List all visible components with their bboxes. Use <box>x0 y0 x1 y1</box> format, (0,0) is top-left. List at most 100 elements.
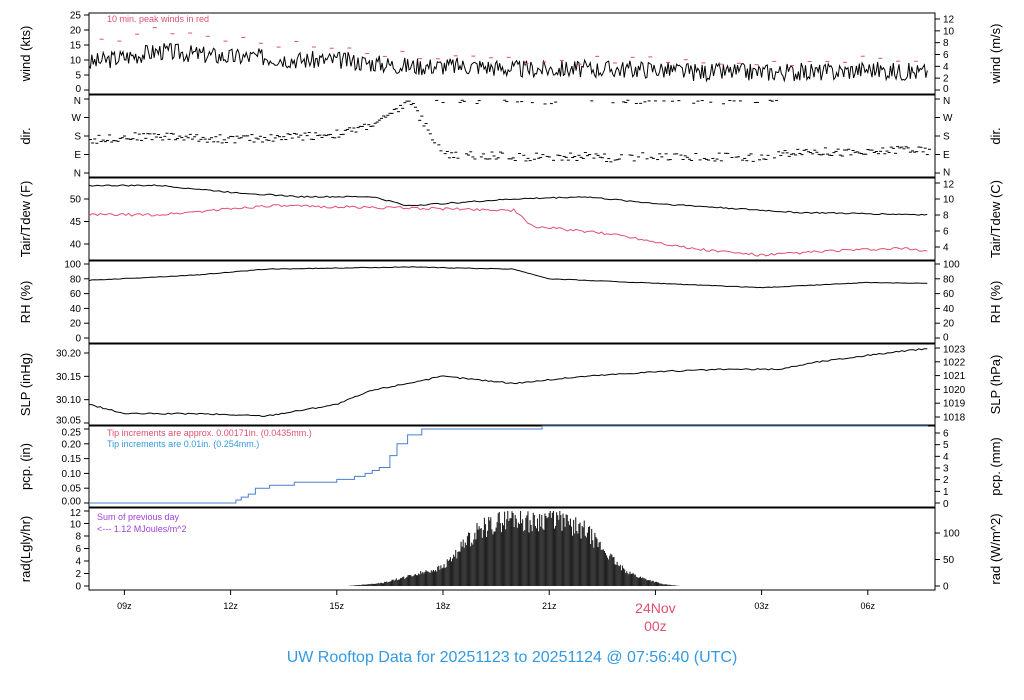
y-tick-label: 0 <box>75 84 81 95</box>
y-tick-label: 80 <box>70 274 82 285</box>
y-tick-label: 30.15 <box>56 372 81 383</box>
panel-frame-rh <box>88 260 936 344</box>
y-tick-label: 50 <box>70 195 82 206</box>
y-tick-label: 100 <box>64 260 81 271</box>
y-tick-label: N <box>74 96 81 107</box>
right-y-tick-label: 100 <box>943 529 960 540</box>
wind-series-line <box>88 43 928 83</box>
x-tick-label: 21z <box>542 601 557 611</box>
x-tick-label: 12z <box>223 601 238 611</box>
y-tick-label: S <box>74 132 81 143</box>
right-y-tick-label: 5 <box>943 440 949 451</box>
y-tick-label: 30.05 <box>56 416 81 427</box>
right-y-tick-label: 8 <box>943 211 949 222</box>
right-y-tick-label: S <box>943 132 950 143</box>
right-y-tick-label: 4 <box>943 243 949 254</box>
y-axis-label-right-slp: SLP (hPa) <box>988 355 1003 415</box>
right-y-tick-label: 6 <box>943 50 949 61</box>
y-tick-label: 5 <box>75 71 81 82</box>
right-y-tick-label: N <box>943 168 950 179</box>
y-axis-label-pcp: pcp. (in) <box>18 443 33 490</box>
y-tick-label: 10 <box>70 56 82 67</box>
y-tick-label: 20 <box>70 319 82 330</box>
right-y-tick-label: W <box>943 113 953 124</box>
y-tick-label: 0.05 <box>62 484 82 495</box>
right-y-tick-label: 4 <box>943 62 949 73</box>
x-tick-label: 09z <box>117 601 132 611</box>
y-tick-label: 30.10 <box>56 395 81 406</box>
y-axis-label-right-rh: RH (%) <box>988 281 1003 324</box>
y-axis-label-rh: RH (%) <box>18 281 33 324</box>
right-y-tick-label: 3 <box>943 463 949 474</box>
right-y-tick-label: 2 <box>943 475 949 486</box>
x-tick-label: 15z <box>330 601 345 611</box>
x-tick-label: 03z <box>754 601 769 611</box>
y-axis-label-wind: wind (kts) <box>18 26 33 83</box>
right-y-tick-label: 80 <box>943 274 955 285</box>
right-y-tick-label: 6 <box>943 428 949 439</box>
y-axis-label-slp: SLP (inHg) <box>18 353 33 416</box>
y-tick-label: 12 <box>70 508 82 519</box>
slp-SLP-line <box>89 348 928 417</box>
y-tick-label: 20 <box>70 26 82 37</box>
y-axis-label-dir: dir. <box>18 127 33 144</box>
y-tick-label: 0.00 <box>62 497 82 508</box>
y-axis-label-right-rad: rad (W/m^2) <box>988 513 1003 584</box>
right-y-tick-label: 100 <box>943 260 960 271</box>
y-tick-label: 6 <box>75 544 81 555</box>
y-tick-label: 2 <box>75 569 81 580</box>
right-y-tick-label: 20 <box>943 319 955 330</box>
chart-title: UW Rooftop Data for 20251123 to 20251124… <box>286 649 738 666</box>
y-tick-label: 10 <box>70 520 82 531</box>
y-tick-label: 0 <box>75 334 81 345</box>
y-axis-label-rad: rad(Lgly/hr) <box>18 516 33 582</box>
y-tick-label: 40 <box>70 240 82 251</box>
panel-frame-wind <box>88 12 936 95</box>
wind-annotation: 10 min. peak winds in red <box>107 14 209 24</box>
y-tick-label: 8 <box>75 532 81 543</box>
y-tick-label: 0.25 <box>62 427 82 438</box>
right-y-tick-label: 1018 <box>943 413 966 424</box>
precip-line <box>89 425 928 504</box>
rad-annotation-sum: Sum of previous day <box>97 512 180 522</box>
date-sub-label: 00z <box>644 618 667 634</box>
y-tick-label: 30.20 <box>56 349 81 360</box>
y-tick-label: 45 <box>70 217 82 228</box>
right-y-tick-label: 1019 <box>943 399 966 410</box>
y-axis-label-temp: Tair/Tdew (F) <box>18 181 33 258</box>
panel-frame-dir <box>88 94 936 178</box>
pcp-annotation-tip: Tip increments are 0.01in. (0.254mm.) <box>107 439 259 449</box>
rad-annotation-value: <--- 1.12 MJoules/m^2 <box>97 524 187 534</box>
panel-frame-slp <box>88 343 936 426</box>
right-y-tick-label: 40 <box>943 304 955 315</box>
right-y-tick-label: 1023 <box>943 345 966 356</box>
y-axis-label-right-temp: Tair/Tdew (C) <box>988 180 1003 258</box>
y-tick-label: 0.20 <box>62 439 82 450</box>
right-y-tick-label: 0 <box>943 333 949 344</box>
temp-Tdew-line <box>88 204 928 257</box>
right-y-tick-label: 0 <box>943 582 949 593</box>
right-y-tick-label: 12 <box>943 180 955 191</box>
y-tick-label: W <box>72 113 82 124</box>
y-tick-label: 4 <box>75 557 81 568</box>
panel-frame-pcp <box>88 425 936 508</box>
y-tick-label: 0.10 <box>62 469 82 480</box>
y-tick-label: 0 <box>75 582 81 593</box>
right-y-tick-label: 1022 <box>943 357 966 368</box>
pcp-annotation-approx: Tip increments are approx. 0.00171in. (0… <box>107 428 312 438</box>
right-y-tick-label: 6 <box>943 227 949 238</box>
date-label: 24Nov <box>635 600 675 616</box>
y-tick-label: N <box>74 169 81 180</box>
y-tick-label: 15 <box>70 41 82 52</box>
right-y-tick-label: 1 <box>943 487 949 498</box>
right-y-tick-label: 10 <box>943 26 955 37</box>
x-tick-label: 18z <box>436 601 451 611</box>
y-axis-label-right-dir: dir. <box>988 127 1003 144</box>
y-tick-label: 40 <box>70 304 82 315</box>
y-tick-label: 25 <box>70 11 82 22</box>
y-tick-label: E <box>74 150 81 161</box>
rh-RH-line <box>88 266 928 289</box>
y-axis-label-right-pcp: pcp. (mm) <box>988 437 1003 496</box>
right-y-tick-label: 50 <box>943 555 955 566</box>
